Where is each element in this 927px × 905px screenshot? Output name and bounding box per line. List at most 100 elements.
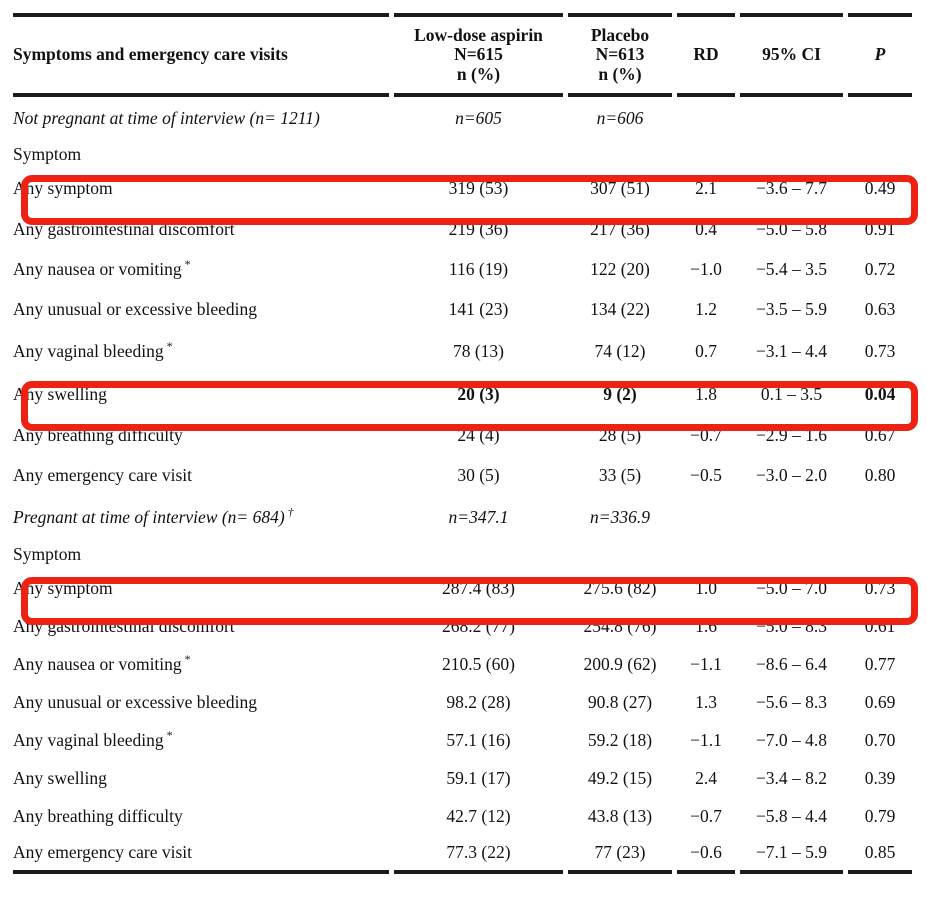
row-value xyxy=(848,141,912,168)
row-value: 42.7 (12) xyxy=(446,806,511,827)
header-symptoms-col: Symptoms and emergency care visits xyxy=(13,13,389,97)
header-p-col: P xyxy=(848,13,912,97)
header-aspirin-line3: n (%) xyxy=(456,63,501,84)
row-value: 0.73 xyxy=(864,578,896,599)
row-value xyxy=(394,540,563,570)
row-value xyxy=(740,141,843,168)
row-label: Any breathing difficulty xyxy=(13,806,183,827)
header-aspirin-line2: N=615 xyxy=(454,44,503,65)
row-label: Any vaginal bleeding * xyxy=(13,728,173,751)
row-value: 77 (23) xyxy=(568,836,672,874)
row-value: n=347.1 xyxy=(448,507,509,528)
row-value: 0.63 xyxy=(864,299,896,320)
table-row: Pregnant at time of interview (n= 684) †… xyxy=(13,496,912,540)
row-value: 2.1 xyxy=(695,178,717,199)
row-value: 0.73 xyxy=(864,341,896,362)
row-value: −5.0 – 7.0 xyxy=(755,578,828,599)
row-value: 0.79 xyxy=(864,806,896,827)
row-value: −2.9 – 1.6 xyxy=(755,425,828,446)
row-value: −5.0 – 5.8 xyxy=(755,219,828,240)
row-value: −5.8 – 4.4 xyxy=(755,806,828,827)
row-label: Any nausea or vomiting * xyxy=(13,652,191,675)
asterisk-footnote-marker: * xyxy=(181,652,191,667)
row-value: 1.6 xyxy=(695,616,717,637)
row-value: 275.6 (82) xyxy=(583,578,657,599)
header-ci-col: 95% CI xyxy=(740,13,843,97)
row-value: 0.77 xyxy=(864,654,896,675)
table-row: Any swelling 59.1 (17) 49.2 (15) 2.4 −3.4 – … xyxy=(13,760,912,798)
header-aspirin-line1: Low-dose aspirin xyxy=(414,25,543,46)
row-value xyxy=(848,97,912,141)
row-value: 1.8 xyxy=(695,384,717,405)
row-value xyxy=(848,540,912,570)
row-label: Not pregnant at time of interview (n= 12… xyxy=(13,108,320,129)
row-value: 210.5 (60) xyxy=(442,654,515,675)
table-row: Any unusual or excessive bleeding 141 (23… xyxy=(13,290,912,330)
row-value: 0.04 xyxy=(864,384,896,405)
row-value: n=606 xyxy=(596,108,644,129)
row-value: 20 (3) xyxy=(457,384,500,405)
row-value: 30 (5) xyxy=(457,465,500,486)
table-row: Any gastrointestinal discomfort 268.2 (77… xyxy=(13,608,912,646)
row-label: Any gastrointestinal discomfort xyxy=(13,616,235,637)
row-value: 0.70 xyxy=(864,730,896,751)
row-value xyxy=(568,540,672,570)
row-value: −0.7 xyxy=(690,425,722,446)
row-value xyxy=(394,141,563,168)
row-value xyxy=(740,496,843,540)
table-row: Any swelling 20 (3) 9 (2) 1.8 0.1 – 3.5 0.04 xyxy=(13,374,912,416)
row-value: 0.39 xyxy=(864,768,896,789)
table-row: Not pregnant at time of interview (n= 12… xyxy=(13,97,912,141)
row-value: 0.85 xyxy=(848,836,912,874)
asterisk-footnote-marker: * xyxy=(163,339,173,354)
row-value: 77.3 (22) xyxy=(394,836,563,874)
header-placebo-line1: Placebo xyxy=(590,25,650,46)
row-value: 217 (36) xyxy=(590,219,650,240)
row-value: 28 (5) xyxy=(598,425,642,446)
table-row: Any symptom 287.4 (83) 275.6 (82) 1.0 −5.0 –… xyxy=(13,570,912,608)
row-value xyxy=(677,496,735,540)
row-value: 9 (2) xyxy=(603,384,637,405)
row-value: 2.4 xyxy=(695,768,717,789)
row-value: −3.4 – 8.2 xyxy=(755,768,828,789)
row-value: −1.1 xyxy=(690,654,722,675)
row-value: 59.1 (17) xyxy=(446,768,511,789)
row-value: −3.1 – 4.4 xyxy=(755,341,828,362)
row-value: 116 (19) xyxy=(448,259,509,280)
table-row: Any vaginal bleeding * 78 (13) 74 (12) 0.7 −… xyxy=(13,330,912,374)
row-value: 0.69 xyxy=(864,692,896,713)
table-row: Any symptom 319 (53) 307 (51) 2.1 −3.6 – 7.7… xyxy=(13,168,912,210)
row-value xyxy=(677,97,735,141)
row-value: 268.2 (77) xyxy=(442,616,515,637)
row-value: −3.0 – 2.0 xyxy=(755,465,828,486)
row-value: 74 (12) xyxy=(594,341,646,362)
row-value: n=336.9 xyxy=(590,507,650,528)
row-label: Any emergency care visit xyxy=(13,836,389,874)
row-value: 219 (36) xyxy=(448,219,509,240)
row-value: −0.5 xyxy=(690,465,722,486)
header-placebo-line2: N=613 xyxy=(595,44,645,65)
row-value: 0.1 – 3.5 xyxy=(760,384,823,405)
table-row: Any vaginal bleeding * 57.1 (16) 59.2 (18)… xyxy=(13,722,912,760)
table-row: Any gastrointestinal discomfort 219 (36) 2… xyxy=(13,210,912,250)
row-label: Pregnant at time of interview (n= 684) † xyxy=(13,505,294,528)
row-value: −1.1 xyxy=(690,730,722,751)
row-value: −7.0 – 4.8 xyxy=(755,730,828,751)
table-body: Not pregnant at time of interview (n= 12… xyxy=(13,97,912,874)
row-value xyxy=(740,97,843,141)
header-row: Symptoms and emergency care visits Low-d… xyxy=(13,13,912,97)
row-label: Any nausea or vomiting * xyxy=(13,257,191,280)
table-row: Any emergency care visit 30 (5) 33 (5) −0.5… xyxy=(13,456,912,496)
row-value: 78 (13) xyxy=(452,341,505,362)
row-value xyxy=(848,496,912,540)
table-row: Any breathing difficulty 42.7 (12) 43.8 (1… xyxy=(13,798,912,836)
row-value: n=605 xyxy=(455,108,502,129)
dagger-footnote-marker: † xyxy=(284,505,294,520)
row-value: −5.6 – 8.3 xyxy=(755,692,828,713)
row-label: Symptom xyxy=(13,143,82,164)
row-value: 134 (22) xyxy=(590,299,650,320)
row-label: Any unusual or excessive bleeding xyxy=(13,692,257,713)
row-value: 0.61 xyxy=(864,616,896,637)
table-row: Any nausea or vomiting * 116 (19) 122 (20)… xyxy=(13,250,912,290)
row-label: Any breathing difficulty xyxy=(13,425,183,446)
